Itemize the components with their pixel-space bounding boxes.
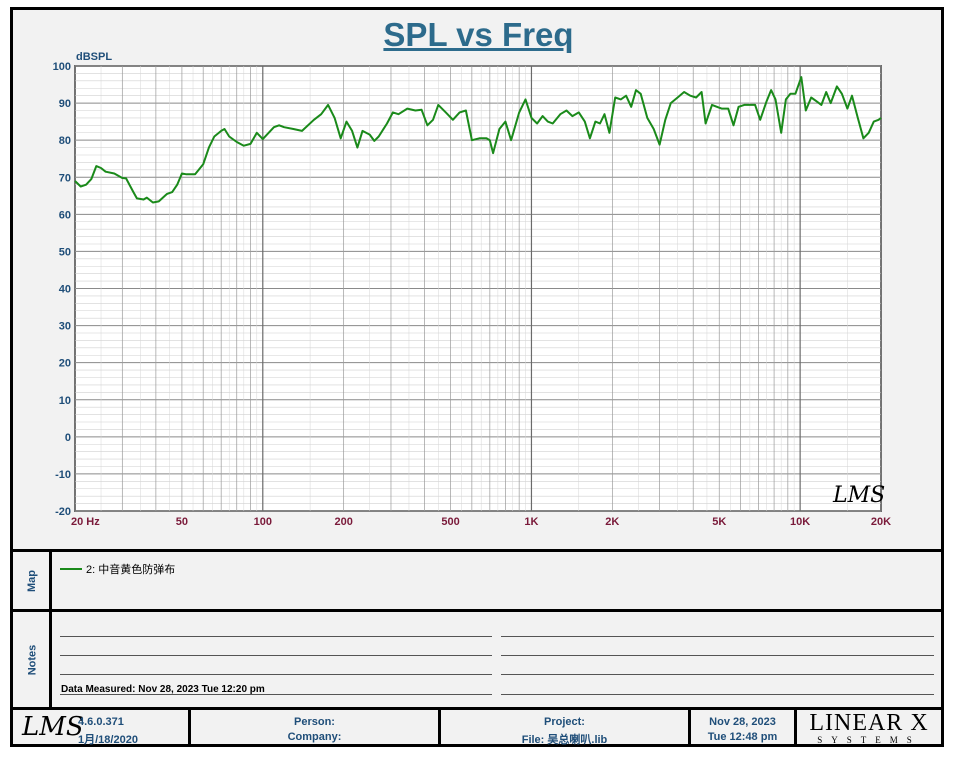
x-tick-label: 5K: [712, 516, 726, 528]
map-section-label: Map: [26, 569, 38, 592]
x-tick-label: 10K: [790, 516, 810, 528]
lms-watermark: LMS: [832, 483, 885, 508]
legend-entry: 2: 中音黄色防弹布: [60, 561, 175, 577]
legend-swatch: [60, 568, 82, 570]
x-tick-label: 100: [254, 516, 272, 528]
notes-section-label: Notes: [26, 644, 38, 675]
company-label: Company:: [287, 731, 342, 743]
series-line: [74, 76, 882, 204]
linearx-logo: LINEAR X SYSTEMS: [798, 711, 940, 745]
note-line: [501, 636, 934, 637]
file-label: File: 吴总喇叭.lib: [521, 734, 608, 746]
legend-label: 2: 中音黄色防弹布: [86, 564, 176, 576]
y-axis-label: dBSPL: [76, 51, 112, 63]
y-tick-label: 100: [53, 61, 71, 73]
note-line: [60, 655, 492, 656]
footer-divider: [688, 707, 691, 747]
y-tick-label: 70: [59, 172, 71, 184]
version-date: 1月/18/2020: [78, 734, 138, 746]
footer-divider: [438, 707, 441, 747]
print-time: Tue 12:48 pm: [707, 731, 778, 743]
x-tick-labels: 20 Hz 50 100 200 500 1K 2K 5K 10K 20K: [71, 516, 891, 528]
y-tick-label: 30: [59, 321, 71, 333]
y-tick-label: 10: [59, 395, 71, 407]
y-tick-label: -10: [55, 469, 71, 481]
brand-name: LINEAR X: [809, 710, 929, 736]
divider-notes-footer: [10, 707, 944, 710]
brand-sub: SYSTEMS: [817, 735, 921, 745]
divider-chart-map: [10, 549, 944, 552]
series-group: [74, 76, 882, 204]
x-tick-label: 50: [176, 516, 188, 528]
y-tick-label: 80: [59, 135, 71, 147]
side-divider: [49, 549, 52, 709]
note-line: [501, 674, 934, 675]
chart-title: SPL vs Freq: [383, 16, 574, 53]
y-tick-label: 0: [65, 432, 71, 444]
note-line: [60, 694, 492, 695]
version: 4.6.0.371: [78, 716, 124, 728]
footer-divider: [794, 707, 797, 747]
note-line: [501, 694, 934, 695]
print-date: Nov 28, 2023: [709, 716, 776, 728]
x-tick-label: 20 Hz: [71, 516, 100, 528]
data-measured: Data Measured: Nov 28, 2023 Tue 12:20 pm: [61, 684, 265, 695]
grid: [74, 65, 882, 512]
y-tick-label: 40: [59, 284, 71, 296]
note-line: [60, 636, 492, 637]
person-label: Person:: [294, 716, 335, 728]
y-tick-label: 60: [59, 209, 71, 221]
project-label: Project:: [544, 716, 585, 728]
x-tick-label: 200: [334, 516, 352, 528]
footer-divider: [188, 707, 191, 747]
divider-map-notes: [10, 609, 944, 612]
y-tick-label: -20: [55, 506, 71, 518]
y-tick-label: 90: [59, 98, 71, 110]
lms-logo: LMS: [22, 712, 84, 742]
y-tick-label: 50: [59, 246, 71, 258]
x-tick-label: 500: [441, 516, 459, 528]
x-tick-label: 1K: [524, 516, 538, 528]
note-line: [501, 655, 934, 656]
x-tick-label: 2K: [605, 516, 619, 528]
y-tick-label: 20: [59, 358, 71, 370]
x-tick-label: 20K: [871, 516, 891, 528]
note-line: [60, 674, 492, 675]
